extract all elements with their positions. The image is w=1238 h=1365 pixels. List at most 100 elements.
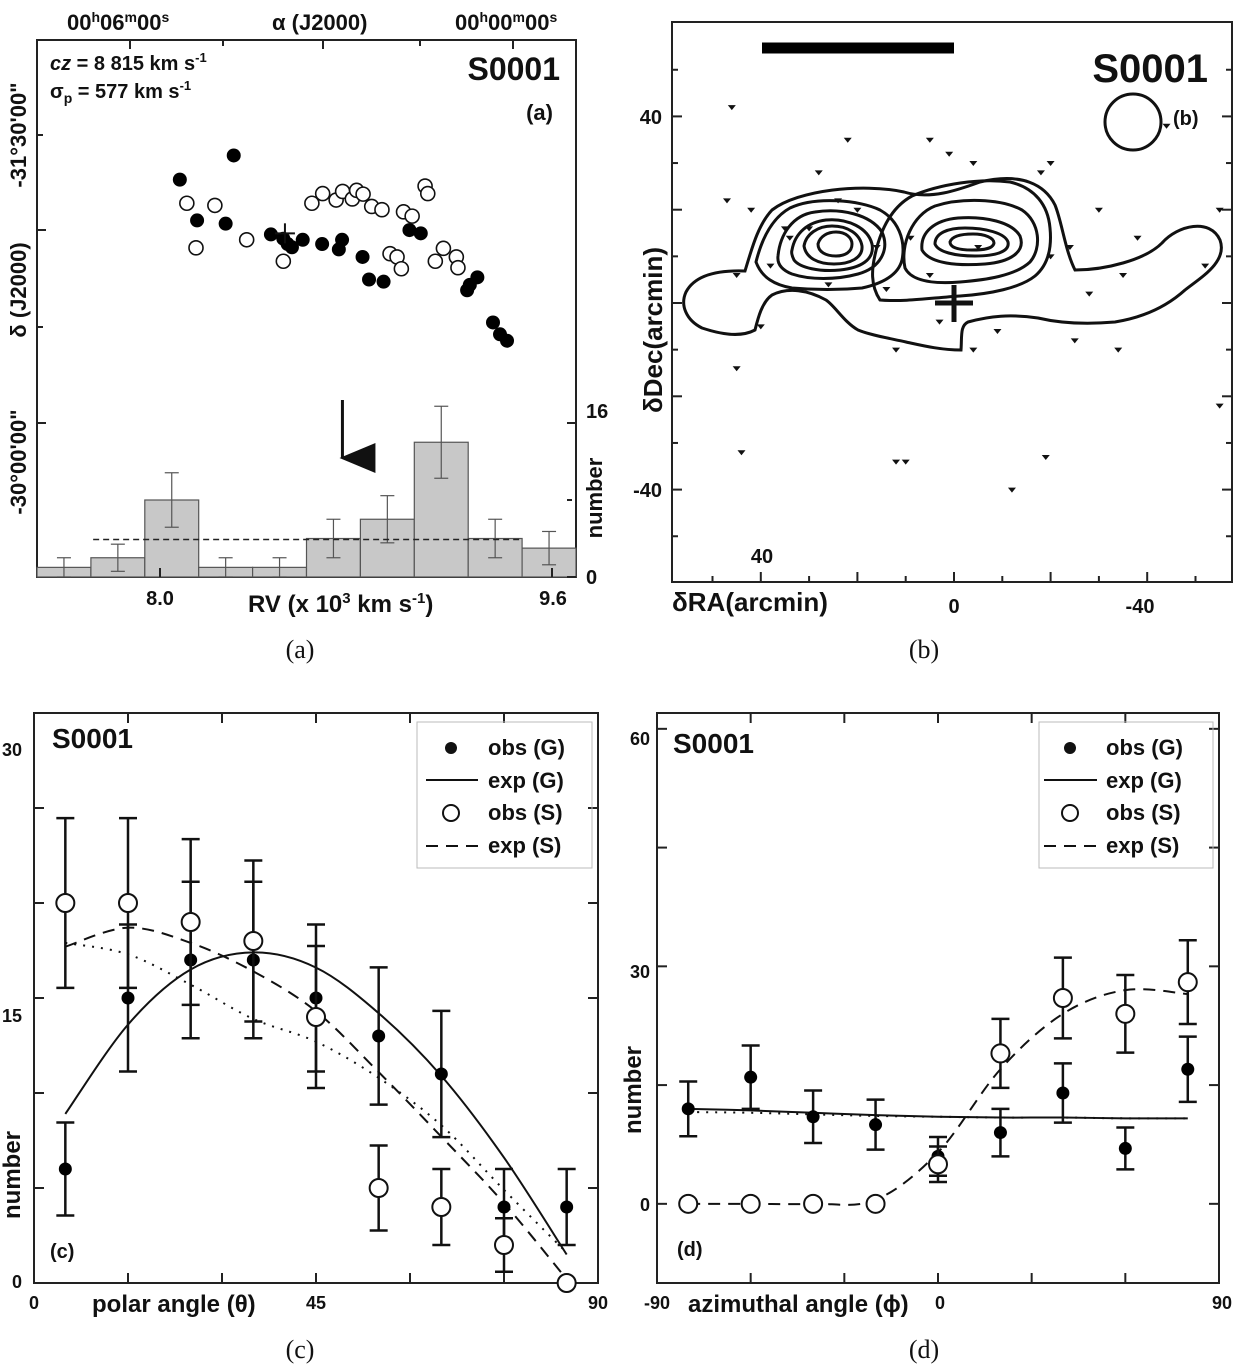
member-filled xyxy=(355,249,370,264)
galaxy-marker xyxy=(732,366,741,372)
galaxy-marker xyxy=(785,235,794,241)
galaxy-marker xyxy=(1065,245,1074,251)
panel-b-ylabel: δDec(arcmin) xyxy=(638,247,668,413)
point-obs-g xyxy=(1056,1086,1070,1100)
panel-b-beam-circle xyxy=(1103,92,1163,152)
legend-marker-obs-s-d xyxy=(1061,804,1079,822)
member-open xyxy=(179,195,195,212)
point-obs-s xyxy=(556,1273,577,1293)
member-filled xyxy=(470,270,485,285)
galaxy-marker xyxy=(969,347,978,353)
hist-bar xyxy=(359,518,415,578)
point-obs-g xyxy=(1181,1062,1195,1076)
panel-a-right-ytick-16: 16 xyxy=(586,401,608,423)
point-obs-s xyxy=(368,1178,389,1198)
galaxy-marker xyxy=(935,319,944,325)
galaxy-marker xyxy=(722,198,731,204)
legend-label-exp-g: exp (G) xyxy=(488,768,564,793)
panel-a-histogram xyxy=(36,400,577,578)
point-obs-g xyxy=(58,1162,72,1176)
point-obs-s xyxy=(118,893,138,913)
panel-b-ytick-neg40: -40 xyxy=(633,480,662,502)
member-filled xyxy=(263,227,278,242)
panel-b-galaxies xyxy=(722,105,1224,493)
panel-a-title: S0001 xyxy=(467,51,560,87)
member-filled xyxy=(226,148,241,163)
galaxy-marker xyxy=(805,226,814,232)
panel-d-panel-label: (d) xyxy=(677,1239,703,1261)
galaxy-marker xyxy=(1070,338,1079,344)
member-open xyxy=(374,201,390,218)
galaxy-marker xyxy=(993,328,1002,334)
contour-level-2 xyxy=(754,199,905,291)
legend-label-obs-s-d: obs (S) xyxy=(1106,800,1181,825)
galaxy-marker xyxy=(732,273,741,279)
galaxy-marker xyxy=(892,347,901,353)
galaxy-marker xyxy=(969,161,978,167)
panel-d-plot xyxy=(678,939,1198,1214)
panel-d-frame xyxy=(656,712,1220,1284)
panel-d-title: S0001 xyxy=(673,728,754,759)
point-obs-s xyxy=(865,1193,886,1214)
panel-a-left-axis-label: δ (J2000) xyxy=(6,242,31,337)
panel-c-title: S0001 xyxy=(52,723,133,754)
point-obs-g xyxy=(1118,1141,1132,1155)
galaxy-marker xyxy=(824,282,833,288)
galaxy-marker xyxy=(882,287,891,293)
caption-a: (a) xyxy=(286,635,315,664)
panel-a-left-tick-top: -31°30'00" xyxy=(6,82,31,187)
member-open xyxy=(304,195,320,212)
panel-c-xlabel: polar angle (θ) xyxy=(92,1291,256,1318)
contour-level-5b xyxy=(933,226,1010,258)
point-obs-g xyxy=(993,1126,1007,1140)
point-obs-s xyxy=(180,912,201,932)
point-obs-s xyxy=(431,1197,452,1217)
galaxy-marker xyxy=(901,459,910,465)
point-obs-g xyxy=(806,1110,820,1124)
galaxy-marker xyxy=(1046,161,1055,167)
panel-c-legend: obs (G) exp (G) obs (S) exp (S) xyxy=(416,721,593,869)
galaxy-marker xyxy=(756,324,765,330)
member-open xyxy=(355,186,371,202)
galaxy-marker xyxy=(1007,487,1016,493)
point-obs-g xyxy=(560,1200,574,1214)
galaxy-marker xyxy=(766,263,775,269)
legend-label-exp-g-d: exp (G) xyxy=(1106,768,1182,793)
panel-c-ytick-0: 0 xyxy=(12,1272,22,1292)
panel-a-left-tick-bottom: -30°00'00" xyxy=(6,409,31,514)
legend-label-obs-g: obs (G) xyxy=(488,735,565,760)
panel-b-ytick-40: 40 xyxy=(640,107,662,129)
member-open xyxy=(207,197,223,214)
point-obs-s xyxy=(990,1043,1011,1064)
galaxy-marker xyxy=(1036,170,1045,176)
member-filled xyxy=(172,172,187,187)
caption-c: (c) xyxy=(286,1335,315,1364)
galaxy-marker xyxy=(906,235,915,241)
member-filled xyxy=(402,223,417,238)
panel-c-ylabel: number xyxy=(0,1131,26,1219)
galaxy-marker xyxy=(834,198,843,204)
panel-b: S0001 (b) 40 0 -40 40 -40 δRA(arcmin) δD… xyxy=(633,21,1233,618)
panel-a-positions xyxy=(172,148,515,348)
panel-a-top-ticks xyxy=(37,40,576,578)
member-open xyxy=(238,231,255,248)
contour-level-4 xyxy=(790,218,874,272)
panel-a: 00h06m00s α (J2000) 00h00m00s -31°30'00"… xyxy=(6,9,608,618)
member-filled xyxy=(413,226,428,241)
member-open xyxy=(188,240,204,256)
panel-b-xtick-40: 40 xyxy=(751,546,773,568)
galaxy-marker xyxy=(925,273,934,279)
panel-d-legend: obs (G) exp (G) obs (S) exp (S) xyxy=(1038,721,1214,869)
galaxy-marker xyxy=(1162,123,1171,129)
galaxy-marker xyxy=(945,151,954,157)
point-obs-g xyxy=(434,1067,448,1081)
legend-label-obs-s: obs (S) xyxy=(488,800,563,825)
panel-a-top-tick-right: 00h00m00s xyxy=(455,9,557,35)
point-obs-s xyxy=(494,1235,514,1255)
panel-a-frame xyxy=(36,39,577,578)
legend-marker-obs-g-d xyxy=(1064,742,1076,754)
galaxy-marker xyxy=(925,137,934,143)
galaxy-marker xyxy=(747,207,756,213)
member-filled xyxy=(460,283,475,298)
panel-c-legend-box xyxy=(416,721,593,869)
